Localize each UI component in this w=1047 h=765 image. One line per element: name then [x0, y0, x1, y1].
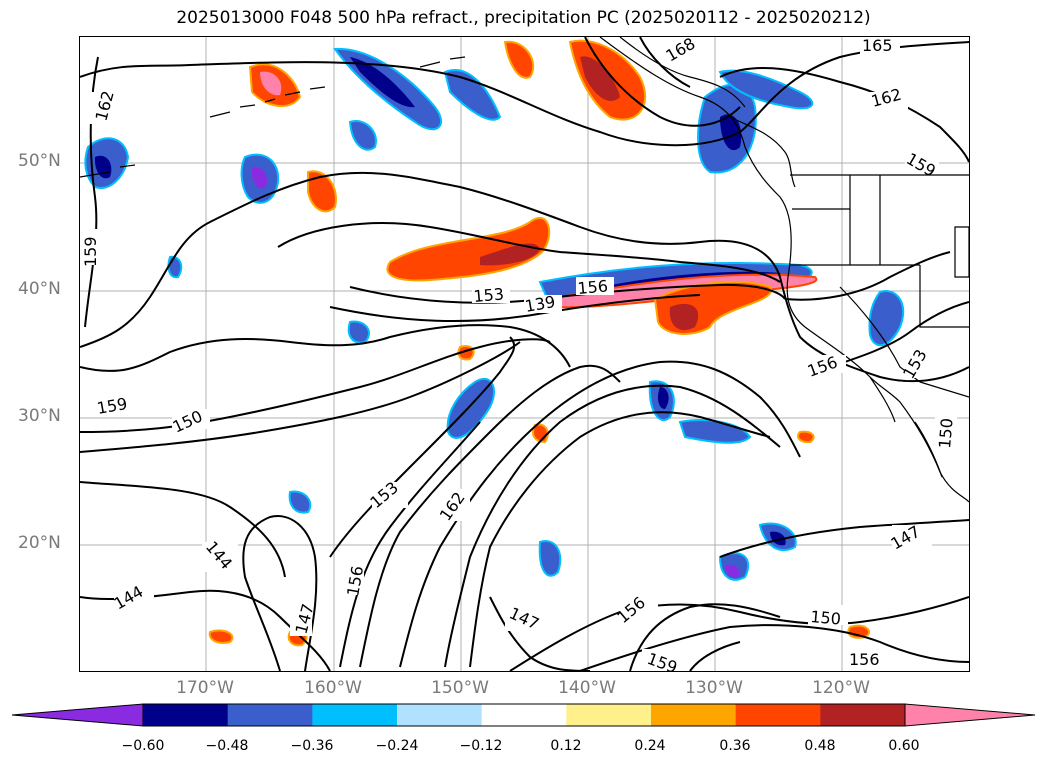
contour-label-group: 165 168 162 162 159 159 159 153 139 156 …	[80, 37, 957, 671]
contour-label: 153	[473, 284, 505, 306]
colorbar-segment	[143, 704, 229, 726]
colorbar-tick-label: −0.24	[375, 738, 419, 754]
contour-label: 159	[95, 394, 128, 418]
geopotential-contours	[80, 37, 969, 671]
lon-label: 170°W	[176, 678, 234, 698]
colorbar-segment	[735, 704, 821, 726]
lat-label: 20°N	[18, 533, 61, 553]
map-title: 2025013000 F048 500 hPa refract., precip…	[176, 8, 871, 28]
colorbar-tick-label: −0.12	[459, 738, 503, 754]
coastlines	[80, 37, 969, 503]
lat-label: 50°N	[18, 151, 61, 171]
map-panel[interactable]: 165 168 162 162 159 159 159 153 139 156 …	[79, 36, 970, 672]
colorbar-segment	[820, 704, 906, 726]
colorbar-segment	[397, 704, 483, 726]
colorbar-tick-label: 0.60	[888, 738, 920, 754]
colorbar-segment	[651, 704, 737, 726]
graticule	[80, 37, 969, 671]
colorbar-tick-label: 0.36	[719, 738, 751, 754]
lon-label: 150°W	[431, 678, 489, 698]
contour-label: 159	[81, 236, 100, 267]
precip-fields	[84, 39, 905, 647]
colorbar-extend-low	[11, 703, 144, 727]
contour-label: 156	[849, 650, 880, 669]
colorbar-tick-label: 0.48	[804, 738, 836, 754]
colorbar-extend-high	[904, 703, 1036, 727]
colorbar-segment	[566, 704, 652, 726]
lat-label: 30°N	[18, 406, 61, 426]
lon-label: 130°W	[685, 678, 743, 698]
colorbar-segments	[11, 703, 1036, 727]
lon-label: 120°W	[812, 678, 870, 698]
lat-label: 40°N	[18, 279, 61, 299]
colorbar-segment	[227, 704, 313, 726]
colorbar-segment	[481, 704, 567, 726]
map-canvas: 165 168 162 162 159 159 159 153 139 156 …	[80, 37, 969, 671]
colorbar-tick-label: 0.12	[550, 738, 582, 754]
colorbar-tick-label: −0.36	[290, 738, 334, 754]
colorbar-tick-label: 0.24	[634, 738, 666, 754]
colorbar-segment	[312, 704, 398, 726]
contour-label: 165	[862, 37, 893, 55]
colorbar	[11, 703, 1036, 727]
colorbar-tick-label: −0.60	[121, 738, 165, 754]
contour-label: 150	[935, 417, 957, 449]
lon-label: 140°W	[558, 678, 616, 698]
contour-label: 156	[577, 276, 609, 298]
colorbar-tick-label: −0.48	[205, 738, 249, 754]
lon-label: 160°W	[304, 678, 362, 698]
contour-label: 150	[810, 607, 842, 629]
